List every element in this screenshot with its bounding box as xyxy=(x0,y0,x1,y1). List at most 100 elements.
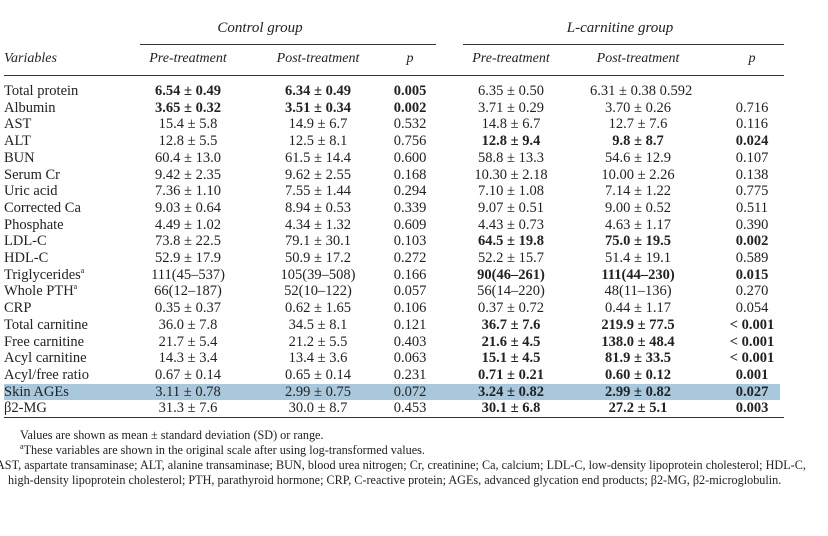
row-value-3: 0.166 xyxy=(393,266,427,283)
row-value-3: 0.453 xyxy=(393,400,427,417)
row-variable: Skin AGEs xyxy=(4,384,69,401)
row-value-1: 66(12–187) xyxy=(154,283,222,300)
row-value-2: 6.34 ± 0.49 xyxy=(285,83,351,99)
row-value-5: 3.70 ± 0.26 xyxy=(605,99,671,116)
row-value-2: 9.62 ± 2.55 xyxy=(285,166,351,183)
row-variable-label: Total protein xyxy=(4,83,79,99)
row-value-1: 9.42 ± 2.35 xyxy=(155,166,221,183)
footnote-values: Values are shown as mean ± standard devi… xyxy=(20,428,324,442)
table-row: Corrected Ca 9.03 ± 0.64 8.94 ± 0.53 0.339 9… xyxy=(0,200,828,217)
row-variable-label: LDL-C xyxy=(4,233,47,250)
row-value-2: 79.1 ± 30.1 xyxy=(285,233,351,250)
row-value-5: 9.00 ± 0.52 xyxy=(605,199,671,216)
row-value-3: 0.532 xyxy=(393,116,427,133)
header-lcarnitine-post: Post-treatment xyxy=(596,51,680,66)
row-variable-label: CRP xyxy=(4,300,32,317)
row-value-5: 81.9 ± 33.5 xyxy=(605,350,671,367)
row-value-3: 0.002 xyxy=(393,99,427,116)
row-value-3: 0.294 xyxy=(393,183,427,200)
footnote-marker: a xyxy=(20,441,24,451)
row-value-4: 3.24 ± 0.82 xyxy=(478,383,544,400)
row-value-5: 12.7 ± 7.6 xyxy=(608,116,668,133)
row-variable: Total carnitine xyxy=(4,317,88,334)
lcarnitine-group-title: L-carnitine group xyxy=(566,20,674,36)
row-value-1: 111(45–537) xyxy=(151,266,225,283)
row-value-1: 14.3 ± 3.4 xyxy=(158,350,218,367)
table-row: Uric acid 7.36 ± 1.10 7.55 ± 1.44 0.294 7.10… xyxy=(0,183,828,200)
row-variable-label: Total carnitine xyxy=(4,316,88,333)
row-value-1: 21.7 ± 5.4 xyxy=(158,333,218,350)
row-value-1: 0.35 ± 0.37 xyxy=(155,300,221,317)
row-value-2: 4.34 ± 1.32 xyxy=(285,216,351,233)
row-variable: Phosphate xyxy=(4,217,64,234)
row-variable-label: Whole PTH xyxy=(4,283,74,300)
table-row: Whole PTHa 66(12–187) 52(10–122) 0.057 56(14… xyxy=(0,283,828,300)
header-control-pre: Pre-treatment xyxy=(149,51,227,66)
row-variable-label: β2-MG xyxy=(4,400,47,417)
row-variable: Acyl/free ratio xyxy=(4,367,89,384)
table-row: Triglyceridesa 111(45–537) 105(39–508) 0.16… xyxy=(0,266,828,284)
table-row: Free carnitine 21.7 ± 5.4 21.2 ± 5.5 0.403 2… xyxy=(0,334,828,351)
row-value-2: 2.99 ± 0.75 xyxy=(285,383,351,400)
row-value-3: 0.063 xyxy=(393,350,427,367)
row-variable-label: Uric acid xyxy=(4,183,58,200)
row-variable: β2-MG xyxy=(4,400,47,417)
row-variable-label: Serum Cr xyxy=(4,166,60,183)
row-variable: Triglyceridesa xyxy=(4,266,84,284)
row-value-5: 51.4 ± 19.1 xyxy=(605,250,671,266)
row-value-1: 15.4 ± 5.8 xyxy=(158,116,218,133)
row-value-6: 0.716 xyxy=(735,99,769,116)
table-row: Acyl carnitine 14.3 ± 3.4 13.4 ± 3.6 0.063 1… xyxy=(0,350,828,367)
footnote-marker: a xyxy=(73,282,78,292)
row-value-6: 0.390 xyxy=(735,216,769,233)
row-value-1: 36.0 ± 7.8 xyxy=(158,316,218,333)
row-variable: Corrected Ca xyxy=(4,200,81,217)
row-value-3: 0.103 xyxy=(393,233,427,250)
row-variable-label: Corrected Ca xyxy=(4,199,81,216)
row-variable: Uric acid xyxy=(4,183,58,200)
row-value-4: 3.71 ± 0.29 xyxy=(478,99,544,116)
footnote-abbreviations: AST, aspartate transaminase; ALT, alanin… xyxy=(0,458,806,487)
header-control-p: p xyxy=(406,51,414,66)
row-variable: Total protein xyxy=(4,83,78,100)
row-value-3: 0.231 xyxy=(393,366,427,383)
row-value-1: 6.54 ± 0.49 xyxy=(155,83,221,99)
row-value-1: 7.36 ± 1.10 xyxy=(155,183,221,200)
row-value-6: < 0.001 xyxy=(729,316,775,333)
row-value-4: 21.6 ± 4.5 xyxy=(481,333,541,350)
row-variable-label: Acyl/free ratio xyxy=(4,366,89,383)
row-value-3: 0.005 xyxy=(393,83,427,99)
row-variable-label: Triglycerides xyxy=(4,266,81,283)
row-value-4: 90(46–261) xyxy=(477,266,545,283)
row-value-2: 34.5 ± 8.1 xyxy=(288,316,348,333)
row-value-2: 105(39–508) xyxy=(280,266,356,283)
table-row: CRP 0.35 ± 0.37 0.62 ± 1.65 0.106 0.37 ± 0.7… xyxy=(0,300,828,317)
footnote-log-scale: aThese variables are shown in the origin… xyxy=(20,441,822,458)
row-variable-label: Skin AGEs xyxy=(4,383,69,400)
table-row: BUN 60.4 ± 13.0 61.5 ± 14.4 0.600 58.8 ± 13.… xyxy=(0,150,828,167)
row-value-2: 50.9 ± 17.2 xyxy=(285,250,351,266)
header-variables: Variables xyxy=(4,51,57,66)
row-value-6: 0.015 xyxy=(735,266,769,283)
row-value-4: 9.07 ± 0.51 xyxy=(478,199,544,216)
row-value-2: 61.5 ± 14.4 xyxy=(285,149,351,166)
row-value-6: 0.002 xyxy=(735,233,769,250)
row-value-5: 27.2 ± 5.1 xyxy=(608,400,668,417)
row-value-6: 0.589 xyxy=(735,250,769,266)
footnote-log-scale-text: These variables are shown in the origina… xyxy=(23,443,425,457)
row-value-4: 30.1 ± 6.8 xyxy=(481,400,541,417)
row-value-3: 0.600 xyxy=(393,149,427,166)
row-value-6: 0.054 xyxy=(735,300,769,317)
row-value-1: 73.8 ± 22.5 xyxy=(155,233,221,250)
row-value-3: 0.403 xyxy=(393,333,427,350)
row-value-4: 0.71 ± 0.21 xyxy=(478,366,544,383)
row-value-1: 0.67 ± 0.14 xyxy=(155,366,221,383)
row-variable: CRP xyxy=(4,300,31,317)
lcarnitine-group-rule xyxy=(463,44,784,45)
row-value-2: 12.5 ± 8.1 xyxy=(288,133,348,150)
row-value-6: 0.001 xyxy=(735,366,769,383)
row-value-2: 14.9 ± 6.7 xyxy=(288,116,348,133)
row-value-4: 7.10 ± 1.08 xyxy=(478,183,544,200)
row-value-2: 21.2 ± 5.5 xyxy=(288,333,348,350)
header-bottom-rule xyxy=(4,75,784,76)
